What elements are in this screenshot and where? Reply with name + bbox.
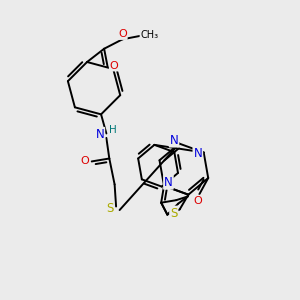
Text: O: O [81,156,89,167]
Text: H: H [109,125,117,135]
Text: N: N [95,128,104,141]
Text: O: O [194,196,202,206]
Text: S: S [106,202,113,215]
Text: CH₃: CH₃ [140,30,158,40]
Text: O: O [110,61,118,70]
Text: N: N [194,148,202,160]
Text: N: N [164,176,173,189]
Text: O: O [118,29,127,39]
Text: N: N [170,134,178,147]
Text: S: S [170,207,178,220]
